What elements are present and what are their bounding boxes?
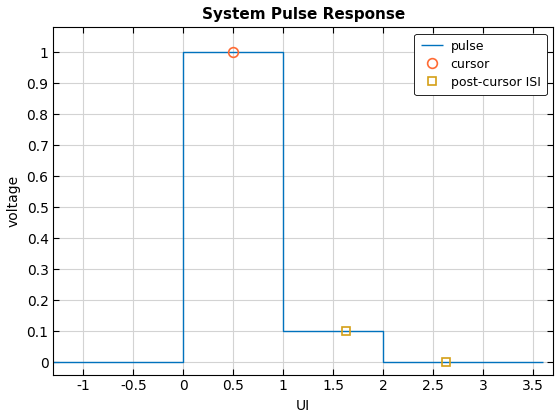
- X-axis label: UI: UI: [296, 399, 310, 413]
- Title: System Pulse Response: System Pulse Response: [202, 7, 405, 22]
- pulse: [180, 50, 186, 55]
- pulse: [405, 360, 412, 365]
- pulse: [280, 329, 287, 334]
- post-cursor ISI: [342, 329, 349, 334]
- Line: pulse: pulse: [34, 52, 543, 362]
- pulse: [30, 360, 37, 365]
- pulse: [380, 360, 386, 365]
- pulse: [180, 360, 186, 365]
- pulse: [305, 329, 311, 334]
- Legend: pulse, cursor, post-cursor ISI: pulse, cursor, post-cursor ISI: [414, 34, 547, 95]
- post-cursor ISI: [442, 360, 449, 365]
- pulse: [280, 50, 287, 55]
- Line: post-cursor ISI: post-cursor ISI: [342, 327, 450, 366]
- Y-axis label: voltage: voltage: [7, 175, 21, 227]
- pulse: [205, 50, 212, 55]
- pulse: [540, 360, 547, 365]
- pulse: [380, 329, 386, 334]
